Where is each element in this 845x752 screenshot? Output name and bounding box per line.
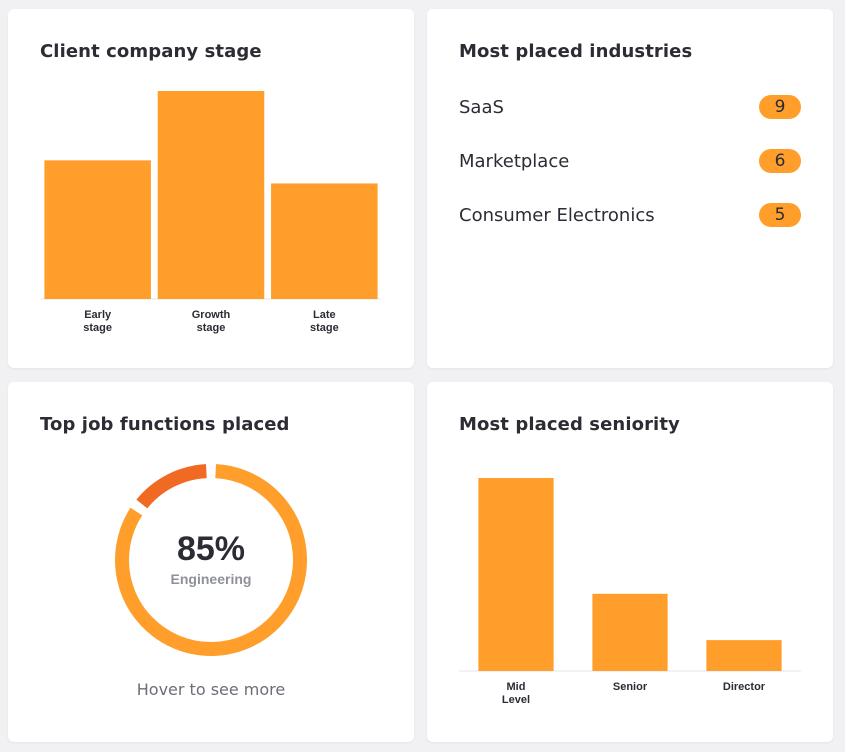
- seniority-bar-senior[interactable]: [592, 593, 668, 671]
- seniority-tick-label: Mid Level: [502, 681, 530, 706]
- client-company-stage-card: Client company stage Early stage Growth sta…: [8, 9, 414, 368]
- stage-tick-label: Growth stage: [192, 309, 231, 334]
- industry-label: SaaS: [459, 97, 504, 118]
- seniority-bar-director[interactable]: [706, 640, 782, 671]
- card-title: Most placed industries: [459, 41, 693, 62]
- seniority-bar-chart: Mid Level Senior Director: [459, 478, 801, 706]
- donut-percent-label: 85%: [177, 530, 245, 568]
- donut-function-label: Engineering: [171, 571, 252, 587]
- most-placed-industries-card: Most placed industries SaaS 9 Marketplac…: [427, 9, 833, 368]
- stage-bar-late-stage[interactable]: [271, 183, 378, 299]
- most-placed-seniority-card: Most placed seniority Mid Level Senior Dire…: [427, 382, 833, 742]
- stage-tick-label: Early stage: [83, 309, 112, 334]
- card-title: Top job functions placed: [40, 414, 290, 435]
- top-job-functions-card: Top job functions placed 85% Engineering…: [8, 382, 414, 742]
- job-functions-donut-chart[interactable]: 85% Engineering: [8, 382, 414, 742]
- industry-item: Consumer Electronics 5: [459, 203, 801, 229]
- seniority-tick-label: Senior: [613, 681, 648, 693]
- donut-segment-other[interactable]: [136, 464, 207, 509]
- donut-segment-engineering[interactable]: [115, 464, 307, 656]
- industry-count-badge: 5: [759, 203, 801, 227]
- stage-bar-early-stage[interactable]: [44, 160, 151, 299]
- card-title: Client company stage: [40, 41, 262, 62]
- stage-bar-chart: Early stage Growth stage Late stage: [41, 91, 381, 334]
- industry-count-badge: 9: [759, 95, 801, 119]
- industry-item: SaaS 9: [459, 95, 801, 121]
- industry-label: Consumer Electronics: [459, 205, 655, 226]
- stage-tick-label: Late stage: [310, 309, 339, 334]
- hover-hint: Hover to see more: [136, 680, 286, 699]
- seniority-tick-label: Director: [723, 681, 766, 693]
- industry-item: Marketplace 6: [459, 149, 801, 175]
- seniority-bar-mid-level[interactable]: [478, 478, 554, 671]
- industry-label: Marketplace: [459, 151, 570, 172]
- card-title: Most placed seniority: [459, 414, 680, 435]
- industry-count-badge: 6: [759, 149, 801, 173]
- stage-bar-growth-stage[interactable]: [157, 91, 265, 299]
